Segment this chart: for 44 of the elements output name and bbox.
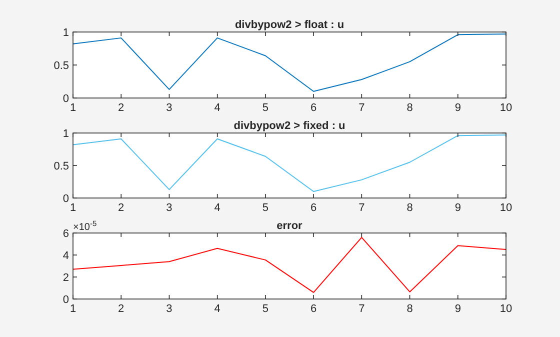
x-tick-label: 2 <box>118 202 124 214</box>
x-tick-label: 6 <box>310 102 317 114</box>
chart-title: error <box>276 220 304 232</box>
x-tick-label: 2 <box>118 102 124 114</box>
line-series <box>72 33 506 92</box>
x-tick-label: 10 <box>500 303 512 315</box>
y-tick-label: 0 <box>62 193 69 205</box>
y-tick-label: 2 <box>62 272 69 284</box>
x-tick-label: 2 <box>118 303 124 315</box>
x-tick-label: 4 <box>214 102 220 114</box>
x-tick-label: 8 <box>406 303 413 315</box>
y-tick-label: 1 <box>62 128 69 140</box>
x-tick-label: 9 <box>454 102 461 114</box>
x-tick-label: 10 <box>500 102 512 114</box>
x-tick-label: 7 <box>358 303 365 315</box>
y-tick-label: 0 <box>62 93 69 105</box>
x-tick-label: 6 <box>310 303 317 315</box>
x-tick-label: 3 <box>166 102 172 114</box>
y-tick-label: 0 <box>62 294 69 306</box>
chart-title: divbypow2 > fixed : u <box>234 120 346 132</box>
x-tick-label: 9 <box>454 202 461 214</box>
line-series <box>72 236 506 293</box>
x-tick-label: 3 <box>166 303 172 315</box>
y-tick-label: 0.5 <box>54 60 69 72</box>
x-tick-label: 7 <box>358 102 365 114</box>
y-tick-label: 4 <box>62 250 69 262</box>
x-tick-label: 4 <box>214 202 220 214</box>
x-tick-label: 5 <box>262 202 269 214</box>
y-tick-label: 6 <box>62 228 69 240</box>
x-tick-label: 3 <box>166 202 172 214</box>
annotation: ×10$^{-5}$ <box>73 218 97 233</box>
y-tick-label: 0.5 <box>54 160 69 172</box>
chart-title: divbypow2 > float : u <box>234 19 344 31</box>
x-tick-label: 9 <box>454 303 461 315</box>
line-series <box>72 134 506 192</box>
x-tick-label: 5 <box>262 102 269 114</box>
x-tick-label: 4 <box>214 303 220 315</box>
x-tick-label: 8 <box>406 202 413 214</box>
x-tick-label: 7 <box>358 202 365 214</box>
y-tick-label: 1 <box>62 27 69 39</box>
x-tick-label: 5 <box>262 303 269 315</box>
x-tick-label: 10 <box>500 202 512 214</box>
x-tick-label: 6 <box>310 202 317 214</box>
x-tick-label: 8 <box>406 102 413 114</box>
